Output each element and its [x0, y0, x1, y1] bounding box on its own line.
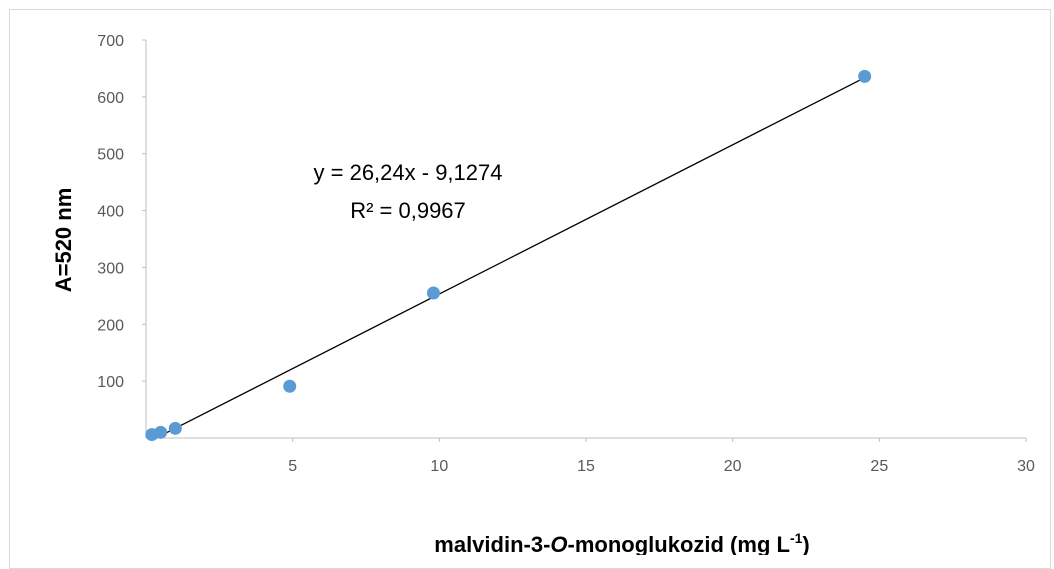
y-tick-label: 600: [97, 90, 124, 107]
data-point: [154, 425, 168, 439]
x-axis-title-italic: O: [550, 532, 567, 555]
y-tick-label: 500: [97, 147, 124, 164]
scatter-chart: 100 200 300 400 500 600 700 5 10 15 20 25 30 y = 26…: [51, 33, 1035, 555]
y-tick-label: 700: [97, 33, 124, 50]
x-tick-label: 5: [288, 458, 297, 475]
chart-frame: [9, 9, 1051, 569]
y-tick-label: 100: [97, 374, 124, 391]
r-squared-label: R² = 0,9967: [350, 198, 466, 223]
x-tick-label: 20: [724, 458, 742, 475]
x-axis-ticks: 5 10 15 20 25 30: [288, 438, 1035, 475]
x-tick-label: 15: [577, 458, 595, 475]
y-tick-label: 200: [97, 317, 124, 334]
data-point: [426, 286, 440, 300]
y-tick-label: 300: [97, 260, 124, 277]
data-point: [283, 379, 297, 393]
data-point: [168, 421, 182, 435]
y-axis-title: A=520 nm: [51, 188, 76, 293]
x-axis-title-main: malvidin-3-: [434, 532, 550, 555]
x-axis-title: malvidin-3-O-monoglukozid (mg L-1): [434, 530, 809, 555]
data-points: [145, 69, 872, 442]
x-axis-title-sup: -1: [790, 530, 803, 546]
trendline: [155, 77, 865, 439]
y-axis-ticks: 100 200 300 400 500 600 700: [97, 33, 146, 391]
y-tick-label: 400: [97, 204, 124, 221]
x-axis-title-close: ): [802, 532, 809, 555]
data-point: [858, 69, 872, 83]
x-tick-label: 25: [870, 458, 888, 475]
x-axis-title-rest: -monoglukozid (mg L: [568, 532, 790, 555]
x-tick-label: 10: [430, 458, 448, 475]
trendline-equation: y = 26,24x - 9,1274: [314, 160, 503, 185]
x-tick-label: 30: [1017, 458, 1035, 475]
